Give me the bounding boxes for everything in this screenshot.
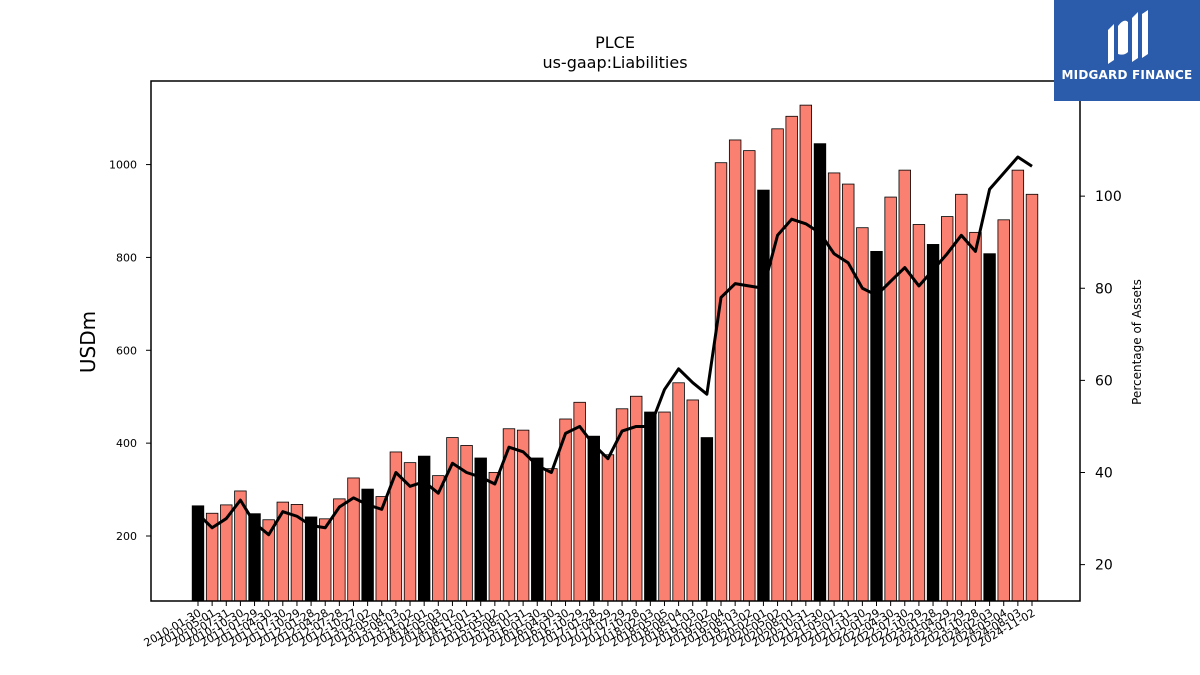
percentage-of-assets-line bbox=[196, 155, 1033, 537]
bar-2021-07-31 bbox=[842, 183, 855, 602]
chart-title: PLCE bbox=[595, 33, 635, 52]
bar-2022-04-30 bbox=[884, 196, 897, 602]
bar-2020-05-02 bbox=[771, 128, 784, 602]
bar-2024-05-04 bbox=[997, 219, 1010, 602]
bar-2012-04-28 bbox=[319, 518, 332, 602]
y-tick-label: 600 bbox=[116, 344, 137, 357]
y-tick-label: 200 bbox=[116, 530, 137, 543]
bar-2021-01-30 bbox=[813, 143, 827, 602]
bars-group bbox=[191, 104, 1039, 602]
y2-tick-label: 60 bbox=[1095, 373, 1113, 389]
y-tick-label: 800 bbox=[116, 251, 137, 264]
bar-2016-01-30 bbox=[531, 457, 544, 602]
bar-2012-01-28 bbox=[304, 516, 318, 602]
bar-2018-02-03 bbox=[644, 411, 657, 602]
bar-2024-08-03 bbox=[1011, 169, 1025, 602]
brand-name: MIDGARD FINANCE bbox=[1061, 68, 1193, 82]
bar-2021-05-01 bbox=[827, 172, 841, 602]
bar-2024-11-02 bbox=[1025, 193, 1039, 602]
bar-2014-02-01 bbox=[417, 455, 431, 602]
y-tick-label: 400 bbox=[116, 437, 137, 450]
midgard-logo-icon bbox=[1108, 10, 1148, 64]
bar-2015-05-02 bbox=[488, 471, 502, 602]
bar-2018-08-04 bbox=[672, 382, 685, 602]
bar-2017-04-29 bbox=[601, 454, 615, 602]
y2-tick-label: 40 bbox=[1095, 465, 1113, 481]
bar-2013-05-04 bbox=[375, 496, 388, 602]
y2-tick-label: 100 bbox=[1095, 189, 1122, 205]
bar-2020-02-01 bbox=[757, 189, 770, 602]
bar-2019-11-02 bbox=[743, 150, 756, 602]
bar-2018-05-05 bbox=[658, 411, 671, 602]
bar-2010-01-30 bbox=[191, 505, 205, 602]
bar-2023-07-29 bbox=[955, 193, 968, 602]
bar-2024-02-03 bbox=[983, 253, 996, 602]
bar-2023-10-28 bbox=[969, 231, 982, 602]
plot-frame bbox=[150, 80, 1081, 602]
axes-group: 2004006008001000204060801002010-01-30201… bbox=[109, 80, 1122, 650]
line-group bbox=[196, 155, 1033, 537]
bar-2022-01-29 bbox=[870, 250, 883, 602]
bar-2016-04-30 bbox=[545, 468, 558, 602]
bar-2019-05-04 bbox=[714, 162, 728, 602]
bar-2019-08-03 bbox=[728, 139, 742, 602]
y-tick-label: 1000 bbox=[109, 159, 137, 172]
bar-2023-01-28 bbox=[926, 244, 940, 602]
bar-2020-08-01 bbox=[785, 115, 798, 602]
bar-2020-10-31 bbox=[799, 104, 813, 602]
y2-tick-label: 20 bbox=[1095, 558, 1113, 574]
bar-2018-11-03 bbox=[686, 399, 699, 602]
brand-logo: MIDGARD FINANCE bbox=[1054, 0, 1200, 101]
y2-tick-label: 80 bbox=[1095, 281, 1113, 297]
bar-2023-04-29 bbox=[940, 216, 954, 602]
y2-axis-label: Percentage of Assets bbox=[1130, 279, 1144, 405]
bar-2019-02-02 bbox=[700, 437, 714, 602]
bar-2022-07-30 bbox=[898, 169, 911, 602]
chart-subtitle: us-gaap:Liabilities bbox=[542, 53, 687, 72]
y-axis-label: USDm bbox=[76, 311, 100, 373]
bar-2017-01-28 bbox=[587, 435, 600, 602]
